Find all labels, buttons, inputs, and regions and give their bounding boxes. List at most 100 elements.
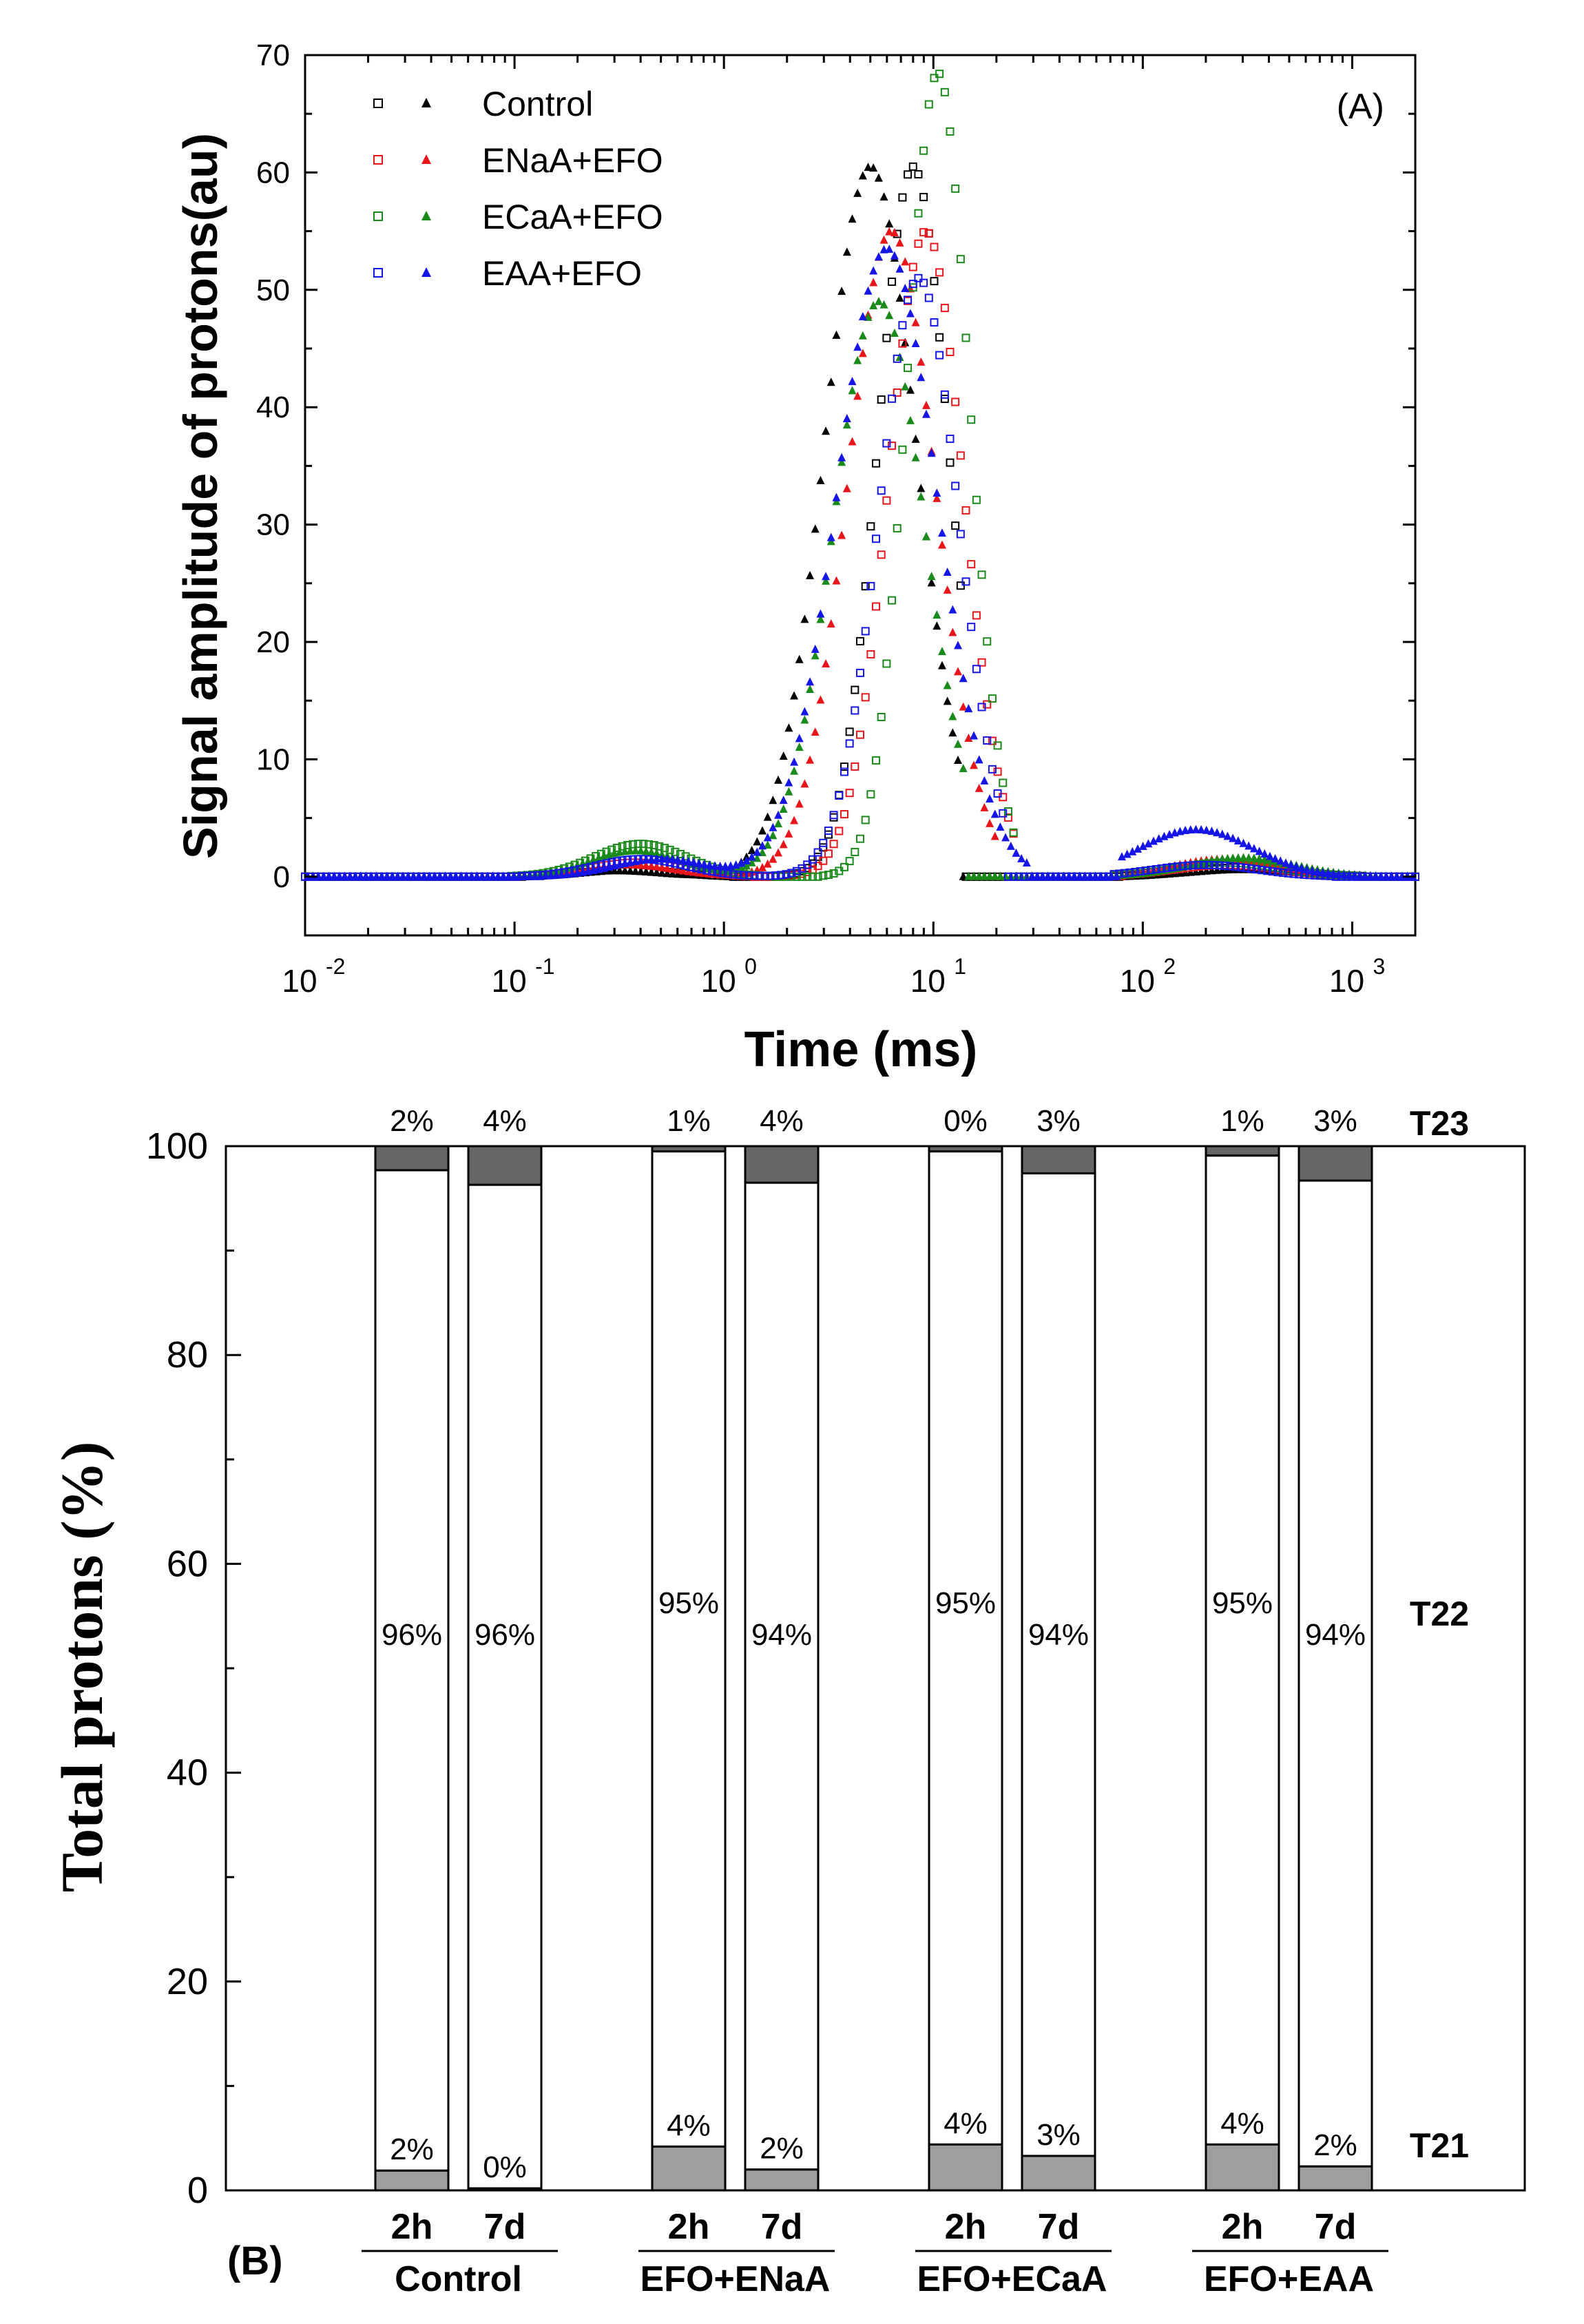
- data-point: [1096, 871, 1105, 880]
- data-point: [829, 869, 838, 878]
- data-point: [853, 391, 862, 400]
- data-point: [980, 871, 989, 880]
- segment-label-t22: T22: [1410, 1595, 1469, 1633]
- data-point: [959, 764, 968, 773]
- data-point: [845, 857, 854, 866]
- data-point: [1255, 847, 1264, 855]
- data-point: [1302, 864, 1311, 873]
- data-point: [655, 842, 664, 851]
- panel-b-bars: 2% 96% 2% 4% 96% 0% 1% 95% 4% 4% 94% 2% 0% 95% 4% 3% 94%…: [374, 1104, 1373, 2192]
- x-tick-label: 10 2: [1120, 954, 1176, 999]
- data-point: [837, 453, 846, 461]
- data-point: [674, 855, 682, 864]
- data-point: [795, 743, 804, 751]
- data-point: [832, 492, 841, 501]
- data-point: [1233, 836, 1242, 845]
- data-point: [1279, 869, 1288, 878]
- legend-label: Control: [482, 85, 593, 123]
- data-point: [927, 578, 936, 587]
- data-point: [694, 858, 703, 867]
- data-point: [1003, 813, 1012, 822]
- data-point: [676, 849, 685, 858]
- legend-filled-marker: [421, 211, 431, 220]
- data-point: [671, 847, 680, 856]
- data-point: [1006, 841, 1015, 850]
- data-point: [729, 870, 738, 879]
- data-point: [1223, 831, 1232, 840]
- data-point: [837, 530, 846, 539]
- data-point: [1345, 871, 1354, 880]
- data-point: [510, 871, 519, 880]
- data-point: [530, 871, 539, 880]
- data-point: [1205, 860, 1213, 869]
- legend-filled-marker: [421, 267, 431, 277]
- data-point: [1258, 866, 1267, 875]
- data-point: [1186, 824, 1195, 833]
- data-point: [872, 602, 881, 611]
- data-point: [1268, 867, 1277, 876]
- data-point: [840, 862, 848, 871]
- data-point: [415, 871, 424, 880]
- data-point: [935, 333, 944, 342]
- data-point: [832, 576, 841, 585]
- data-point: [988, 736, 997, 745]
- legend-entry: ECaA+EFO: [373, 198, 663, 236]
- x-tick-base: 10: [1120, 963, 1155, 999]
- data-point: [1289, 869, 1298, 878]
- data-point: [940, 87, 949, 96]
- data-point: [419, 871, 428, 880]
- data-point: [1128, 847, 1137, 855]
- data-point: [1318, 868, 1327, 877]
- x-tick-label: 10 3: [1329, 954, 1385, 999]
- data-point: [758, 862, 767, 871]
- legend-open-marker: [373, 98, 383, 108]
- y-tick-label: 20: [167, 1961, 208, 2002]
- data-point: [935, 351, 944, 360]
- data-point: [1255, 853, 1264, 862]
- data-point: [937, 647, 946, 656]
- value-label-t22: 95%: [658, 1586, 719, 1620]
- data-point: [782, 870, 791, 879]
- data-point: [1231, 862, 1240, 871]
- bar-group: 2% 96% 2% 4% 96% 0%: [374, 1104, 543, 2192]
- data-point: [874, 296, 883, 305]
- data-point: [917, 357, 926, 366]
- data-point: [1009, 828, 1018, 837]
- bar-segment-t23: [1205, 1145, 1280, 1157]
- data-point: [774, 775, 783, 784]
- bar-segment-t21: [1021, 2155, 1096, 2192]
- data-point: [864, 163, 873, 172]
- x-tick-label: 10 -1: [492, 954, 555, 999]
- data-point: [652, 848, 661, 857]
- data-point: [618, 856, 627, 865]
- data-point: [819, 838, 828, 847]
- x-tick-exponent: 0: [744, 954, 757, 979]
- data-point: [921, 409, 930, 418]
- data-point: [813, 848, 822, 857]
- data-point: [980, 802, 989, 811]
- data-point: [1151, 864, 1160, 873]
- data-point: [1017, 853, 1026, 862]
- data-point: [324, 871, 333, 880]
- data-point: [986, 871, 994, 880]
- data-point: [763, 840, 772, 849]
- data-point: [774, 810, 783, 819]
- data-point: [917, 484, 926, 492]
- data-point: [409, 871, 418, 880]
- data-point: [930, 277, 939, 286]
- data-point: [610, 866, 619, 875]
- data-point: [626, 846, 635, 855]
- data-point: [800, 707, 809, 716]
- series-3-filled-markers: [303, 245, 1417, 880]
- data-point: [888, 596, 897, 605]
- panel-a-line-chart: 0 10 20 30 40 50 60 70 10 -2 10 -1 10 0 10 1 10 2 10 3 Con…: [174, 39, 1419, 1077]
- data-point: [1173, 862, 1182, 871]
- data-point: [990, 809, 999, 818]
- data-point: [1210, 860, 1219, 869]
- x-bar-label: 7d: [761, 2207, 803, 2247]
- data-point: [1249, 853, 1258, 862]
- data-point: [1244, 841, 1253, 850]
- data-point: [948, 605, 957, 614]
- data-point: [988, 765, 997, 774]
- data-point: [346, 871, 355, 880]
